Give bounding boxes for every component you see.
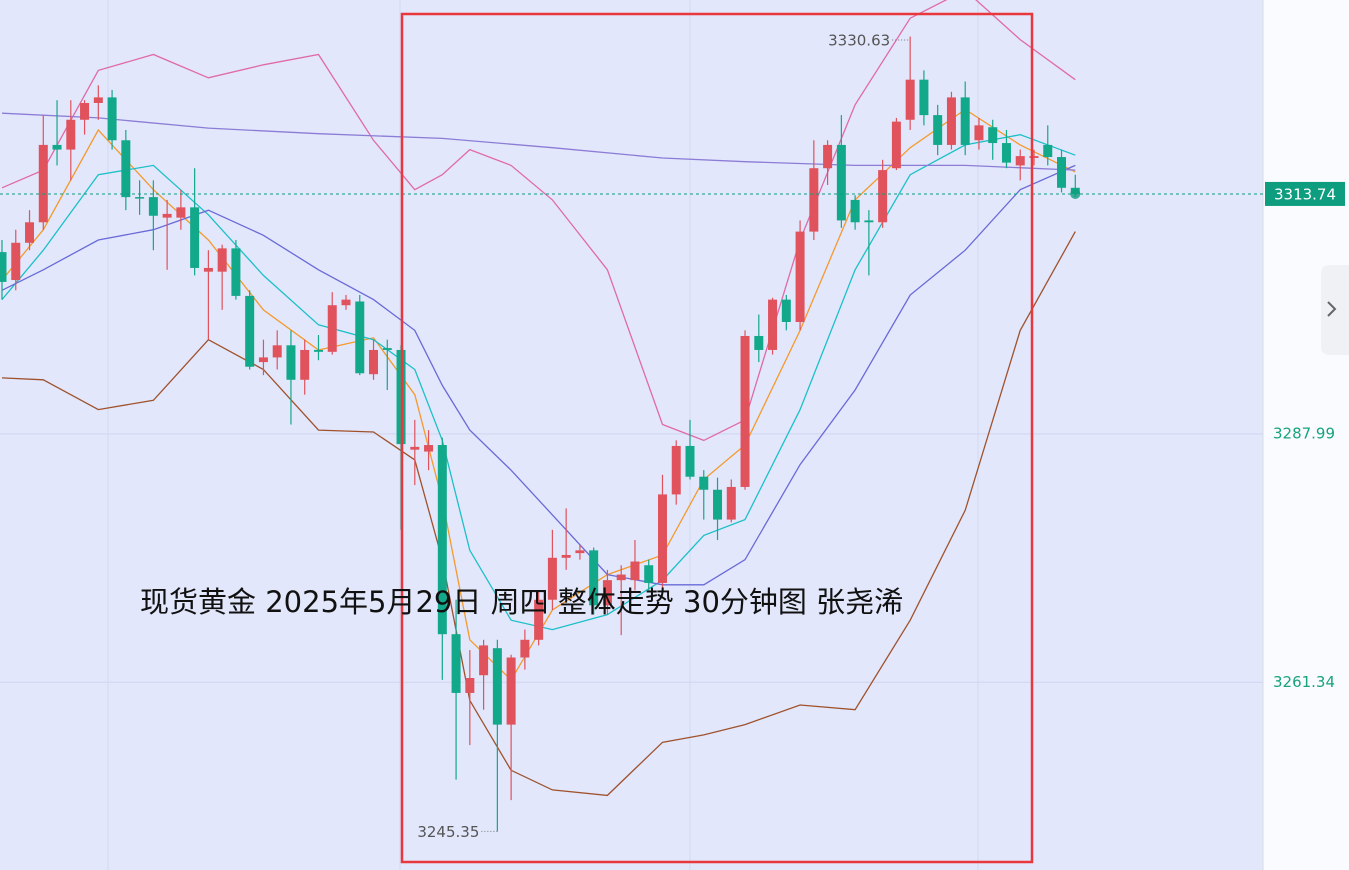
candle-body [1057, 157, 1067, 188]
candle-body [960, 97, 970, 145]
candle-body [190, 207, 200, 268]
price-axis: 3287.99 3261.34 3313.74 [1265, 181, 1345, 691]
candle-body [933, 115, 943, 145]
candle-body [355, 301, 365, 374]
candle-body [162, 213, 172, 218]
candle-body [492, 648, 502, 725]
candle-body [121, 140, 131, 198]
candle-body [823, 144, 833, 169]
candle-body [561, 554, 571, 558]
candle-body [781, 299, 791, 322]
candle-body [341, 299, 351, 306]
candle-body [272, 345, 282, 358]
candle-body [878, 170, 888, 223]
candle-body [699, 476, 709, 490]
candle-body [547, 557, 557, 600]
candle-body [740, 335, 750, 487]
candle-body [286, 345, 296, 380]
plot-layer: 3330.63 3245.35 [0, 0, 1263, 841]
candle-body [451, 634, 461, 693]
candle-body [768, 299, 778, 350]
scroll-arrow[interactable] [1327, 301, 1337, 317]
candle-body [176, 207, 186, 218]
candle-body [424, 445, 434, 452]
candle-body [203, 267, 213, 272]
candle-body [795, 231, 805, 322]
candle-body [630, 561, 640, 581]
candle-body [231, 248, 241, 296]
candle-body [382, 348, 392, 350]
candle-body [713, 489, 723, 520]
current-price-dot [1070, 188, 1081, 199]
candle-body [836, 144, 846, 221]
candle-body [369, 349, 379, 375]
candle-body [506, 657, 516, 725]
candle-body [1043, 144, 1053, 158]
candle-body [38, 144, 48, 223]
candle-body [1001, 143, 1011, 163]
indicator-line [1, 164, 1076, 586]
candle-body [726, 486, 736, 520]
candle-body [135, 197, 145, 199]
candle-body [919, 79, 929, 116]
candle-body [11, 242, 21, 281]
candle-body [107, 97, 117, 141]
candle-body [602, 580, 612, 606]
y-tick-label: 3261.34 [1273, 673, 1335, 691]
y-tick-label: 3287.99 [1273, 424, 1335, 442]
indicator-line [1, 0, 1076, 442]
highlight-box [400, 12, 1034, 864]
price-axis-background [1263, 0, 1349, 870]
candle-body [300, 349, 310, 380]
indicator-line [1, 134, 1076, 631]
low-annotation: 3245.35 [417, 823, 479, 841]
candle-body [520, 639, 530, 658]
candle-body [575, 550, 585, 554]
candle-body [754, 335, 764, 350]
candle-body [657, 494, 667, 583]
candle-body [850, 199, 860, 223]
candle-body [671, 445, 681, 495]
candle-body [80, 102, 90, 120]
chart-title: 现货黄金 2025年5月29日 周四 整体走势 30分钟图 张尧浠 [140, 585, 903, 619]
candle-body [905, 79, 915, 120]
candle-body [809, 168, 819, 232]
candle-body [589, 550, 599, 606]
candle-body [685, 445, 695, 477]
candle-body [93, 97, 103, 103]
candle-body [313, 349, 323, 352]
candle-body [0, 252, 7, 282]
candle-body [66, 119, 76, 150]
candle-body [616, 574, 626, 581]
candle-body [327, 305, 337, 352]
candle-body [148, 197, 158, 216]
candle-body [479, 645, 489, 676]
candle-body [1029, 156, 1039, 158]
candle-body [217, 248, 227, 272]
candle-body [974, 125, 984, 141]
candle-body [52, 144, 62, 150]
candle-body [410, 446, 420, 450]
scroll-button[interactable] [1321, 265, 1349, 355]
candle-body [245, 295, 255, 367]
candle-body [25, 222, 35, 243]
candle-body [988, 127, 998, 144]
candle-body [891, 121, 901, 169]
candle-body [644, 565, 654, 583]
candle-body [864, 220, 874, 223]
plot-background [0, 0, 1263, 870]
candle-body [465, 678, 475, 693]
current-price-box [1265, 181, 1345, 206]
candle-body [1015, 156, 1025, 166]
candle-body [946, 97, 956, 145]
high-annotation: 3330.63 [828, 32, 890, 50]
indicator-line [1, 112, 1076, 171]
candle-body [437, 445, 447, 635]
current-price-label: 3313.74 [1274, 185, 1336, 203]
candle-body [534, 599, 544, 640]
candle-body [258, 357, 268, 363]
